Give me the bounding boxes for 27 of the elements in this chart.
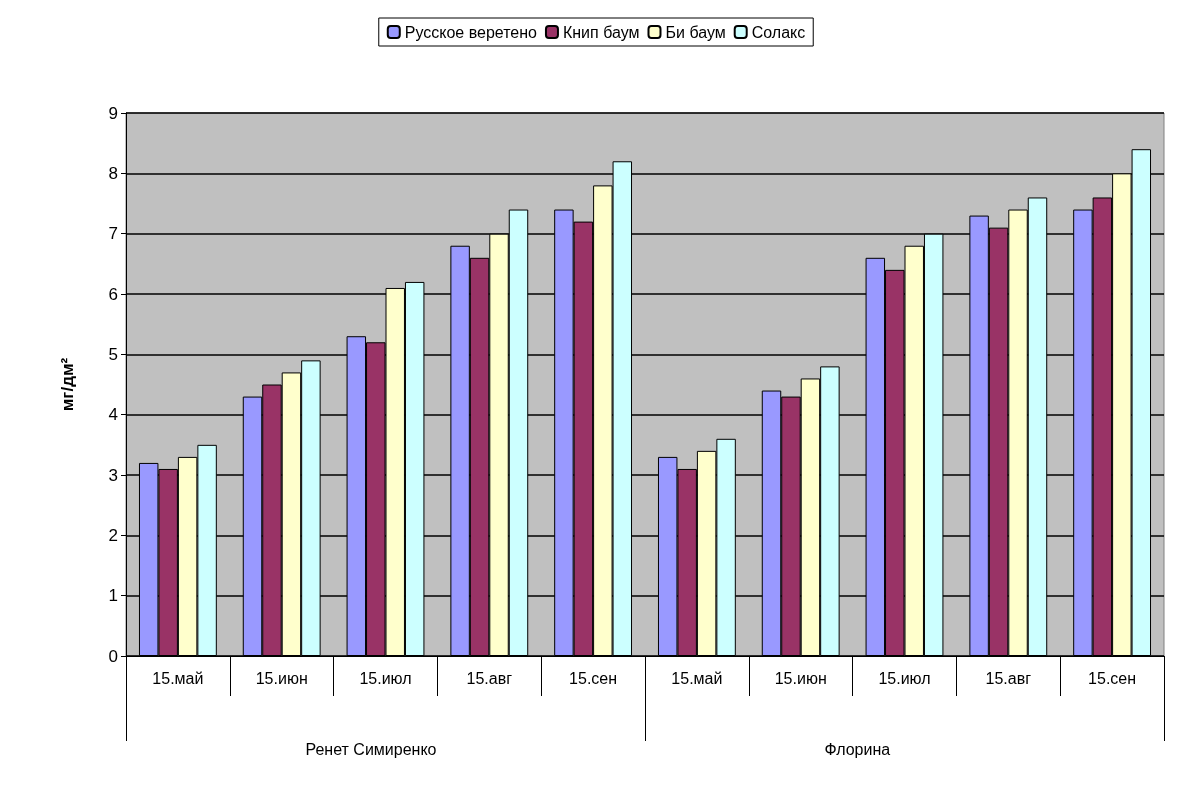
y-tick-label: 1 — [108, 586, 118, 606]
x-tick-label: 15.июн — [255, 669, 308, 687]
x-tick-label: 15.авг — [985, 669, 1032, 687]
legend-label: Би баум — [665, 23, 726, 41]
y-tick-label: 2 — [108, 525, 118, 545]
y-axis-title: мг/дм² — [58, 357, 77, 412]
y-tick-label: 0 — [108, 646, 118, 666]
y-tick-label: 4 — [108, 405, 118, 425]
x-tick-label: 15.май — [671, 669, 723, 687]
text: Флорина — [824, 740, 891, 758]
text: Ренет Симиренко — [305, 740, 437, 758]
legend-label: Русское веретено — [404, 23, 538, 41]
x-tick-label: 15.сен — [1088, 669, 1137, 687]
x-tick-label: 15.авг — [466, 669, 513, 687]
x-tick-label: 15.июн — [774, 669, 827, 687]
y-tick-label: 8 — [108, 163, 118, 183]
y-tick-label: 7 — [108, 224, 118, 244]
x-tick-label: 15.июл — [878, 669, 931, 687]
x-tick-label: 15.июл — [359, 669, 412, 687]
y-tick-label: 6 — [108, 284, 118, 304]
y-tick-label: 9 — [108, 103, 118, 123]
legend-label: Солакс — [751, 23, 806, 41]
y-tick-label: 5 — [108, 344, 118, 364]
x-tick-label: 15.сен — [569, 669, 618, 687]
legend-label: Книп баум — [562, 23, 640, 41]
x-tick-label: 15.май — [152, 669, 204, 687]
y-tick-label: 3 — [108, 465, 118, 485]
